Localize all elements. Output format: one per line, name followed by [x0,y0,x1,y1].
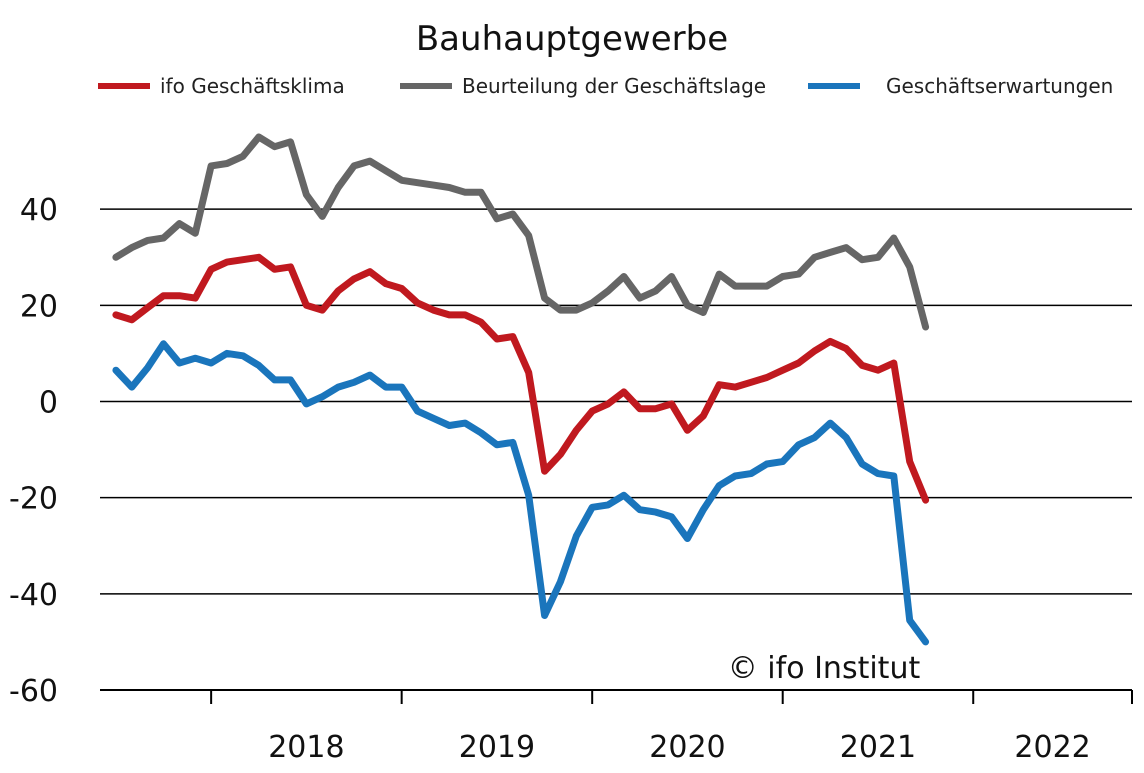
x-tick-label-0: 2018 [268,730,344,765]
y-axis-ticks: -60 -40 -20 0 20 40 [9,193,58,709]
legend-item-0[interactable]: ifo Geschäftsklima [98,74,345,98]
y-tick-label-5: 40 [20,193,58,228]
y-tick-label-2: -20 [9,482,58,517]
y-tick-label-3: 0 [39,386,58,421]
series-lines [112,133,930,646]
legend: ifo Geschäftsklima Beurteilung der Gesch… [98,74,1113,98]
x-axis: 2018 2019 2020 2021 2022 [100,689,1133,765]
x-tick-label-4: 2022 [1014,730,1090,765]
y-tick-label-4: 20 [20,289,58,324]
series-line-0[interactable] [112,253,930,504]
legend-label-1: Beurteilung der Geschäftslage [462,74,766,98]
x-tick-label-2: 2020 [649,730,725,765]
y-tick-label-1: -40 [9,578,58,613]
x-tick-label-3: 2021 [840,730,916,765]
x-tick-label-1: 2019 [459,730,535,765]
chart-title: Bauhauptgewerbe [416,19,728,59]
legend-label-2: Geschäftserwartungen [886,74,1113,98]
legend-item-1[interactable]: Beurteilung der Geschäftslage [400,74,766,98]
series-line-1[interactable] [112,133,930,331]
series-line-2[interactable] [112,340,930,646]
legend-label-0: ifo Geschäftsklima [160,74,345,98]
y-tick-label-0: -60 [9,674,58,709]
legend-item-2[interactable]: Geschäftserwartungen [808,74,1113,98]
copyright-label: © ifo Institut [728,651,921,686]
